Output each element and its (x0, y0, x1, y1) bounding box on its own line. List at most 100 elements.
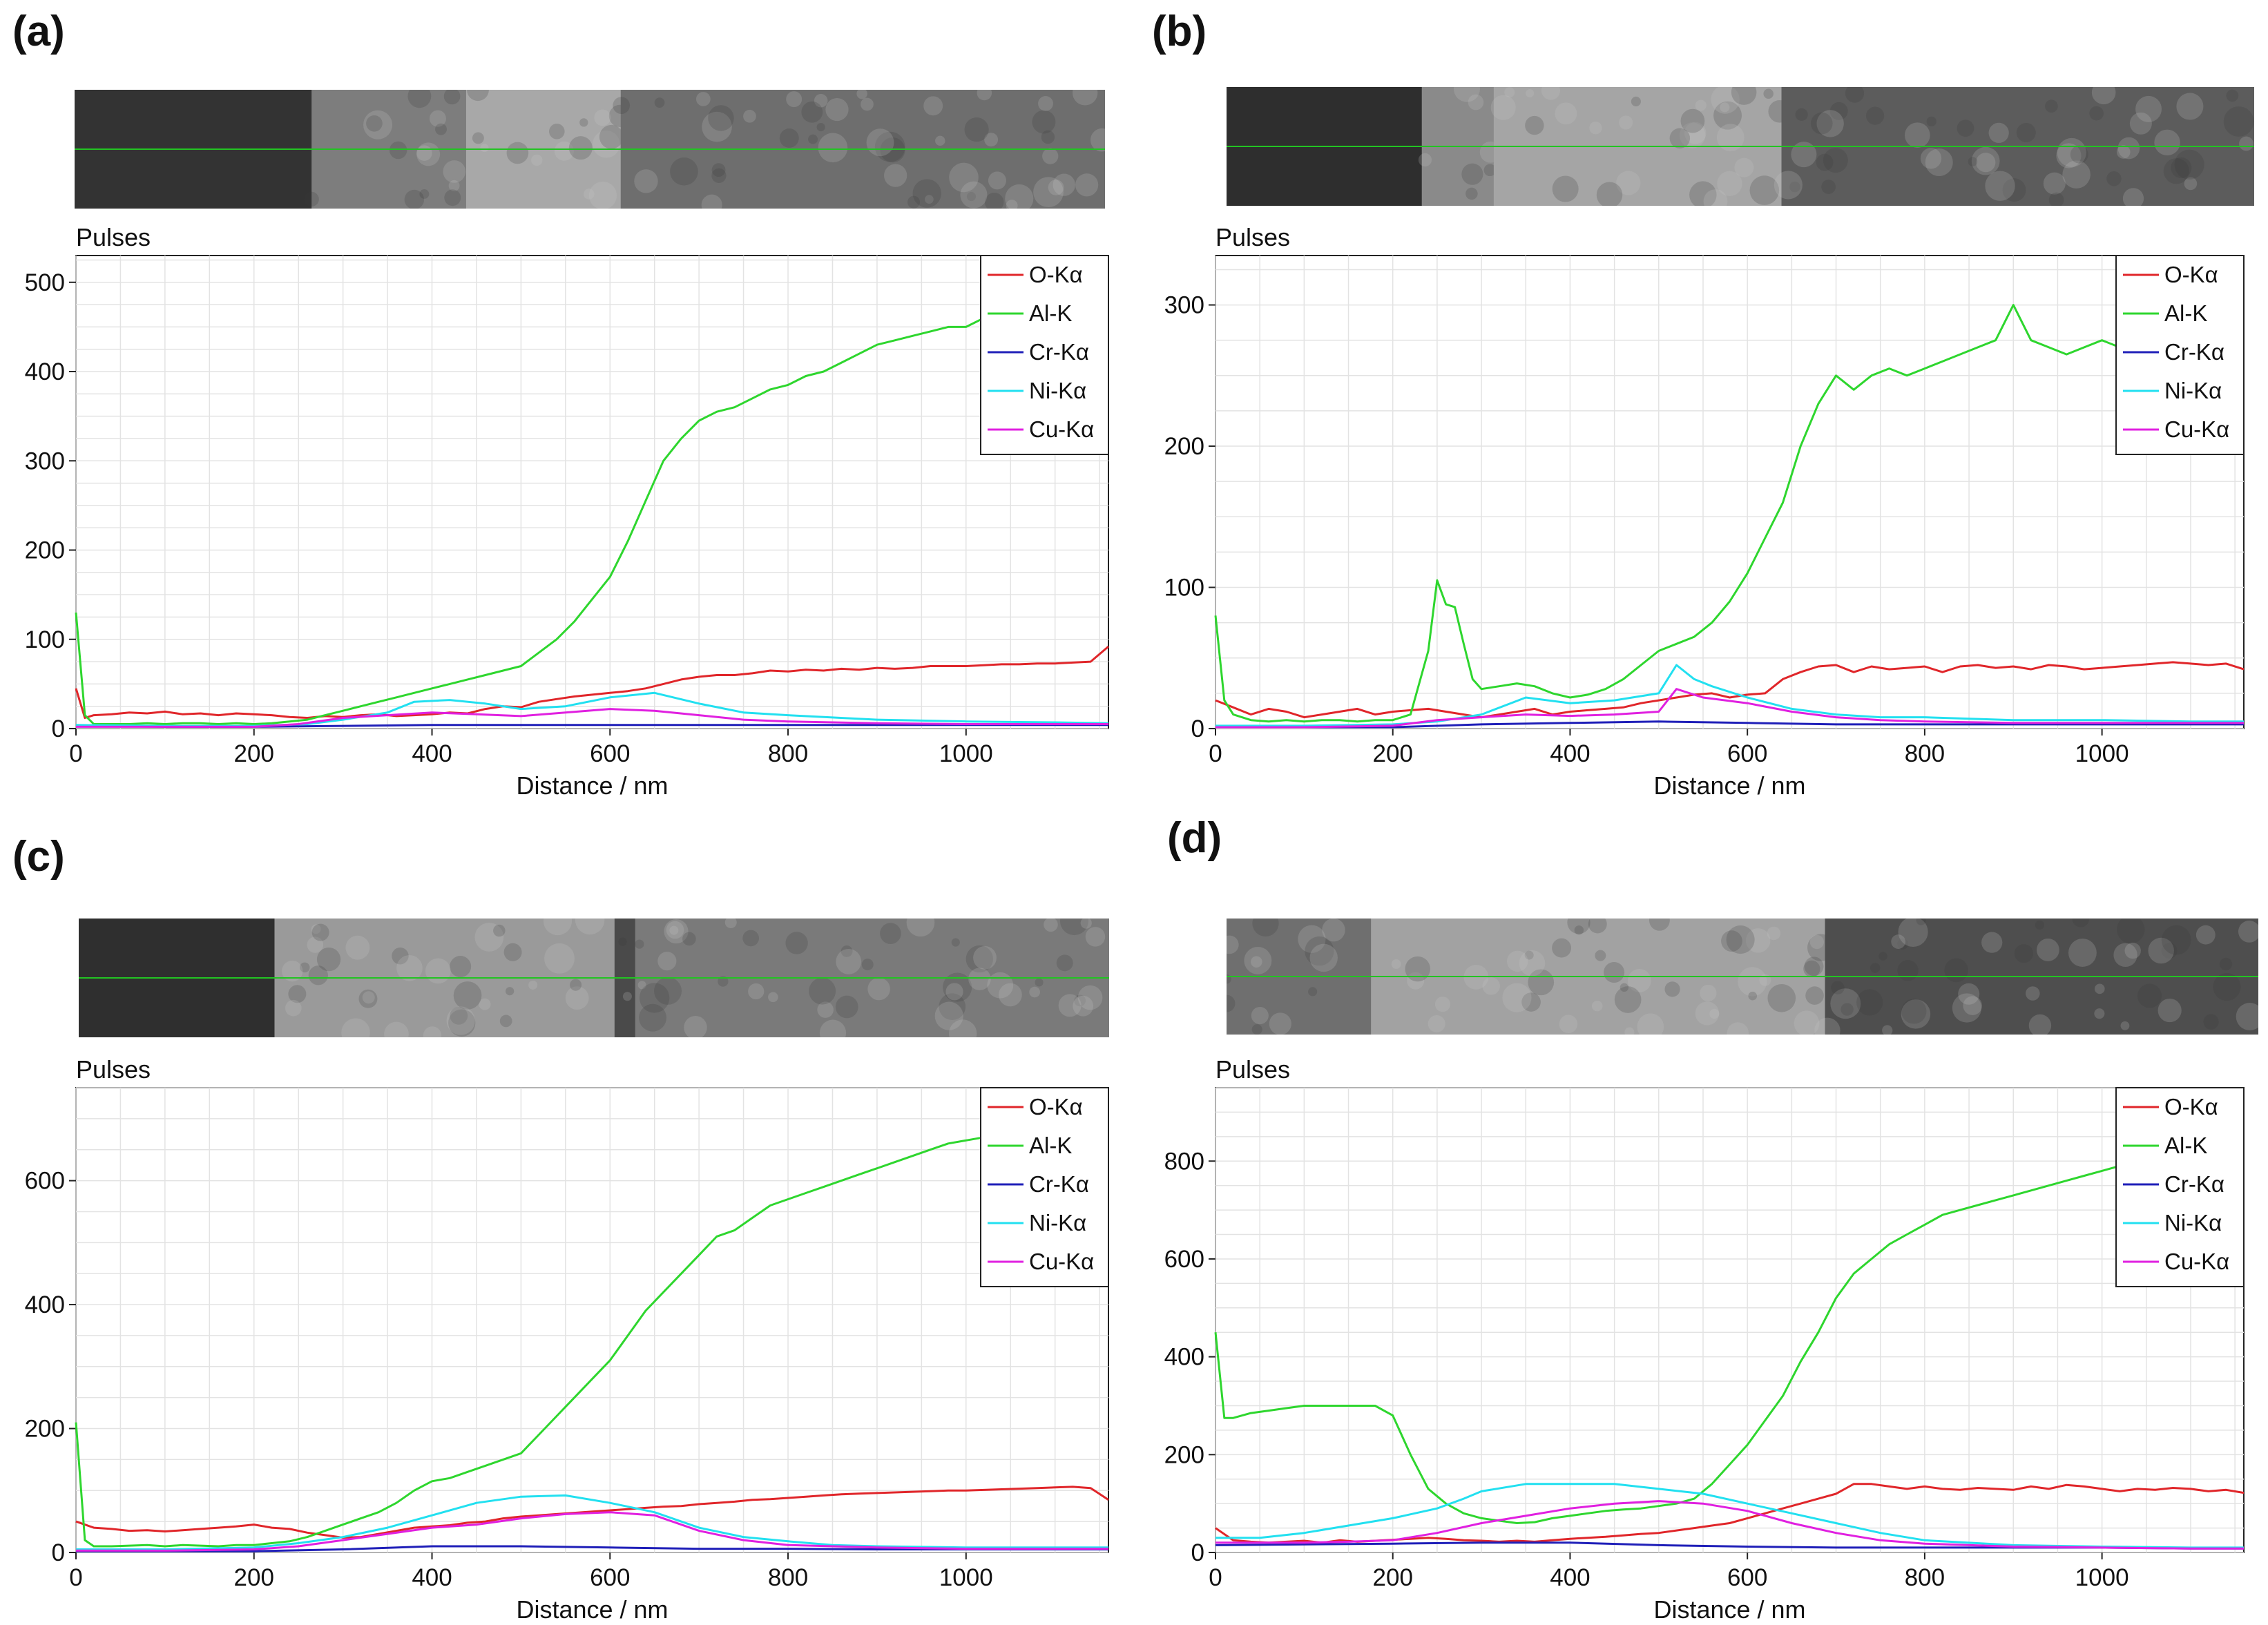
sem-grain (2219, 957, 2233, 971)
sem-micrograph (1227, 919, 2258, 1035)
series-line (75, 645, 1109, 719)
sem-grain (1720, 102, 1730, 113)
x-axis-title: Distance / nm (516, 1595, 668, 1624)
sem-grain (1053, 173, 1075, 196)
sem-grain (618, 937, 627, 946)
sem-grain (1695, 1001, 1720, 1026)
sem-grain (1901, 999, 1927, 1024)
legend-label: Cr-Kα (2164, 339, 2224, 365)
sem-grain (639, 983, 670, 1013)
sem-grain (637, 981, 646, 990)
sem-grain (856, 90, 867, 99)
sem-grain (2089, 106, 2104, 121)
sem-grain (285, 999, 302, 1017)
sem-grain (2117, 919, 2145, 944)
legend-label: Al-K (2164, 1133, 2207, 1158)
series-line (75, 691, 1109, 727)
sem-grain (443, 160, 466, 183)
sem-grain (1920, 148, 1942, 169)
sem-grain (316, 947, 341, 972)
sem-grain (1251, 956, 1262, 968)
sem-grain (2113, 943, 2137, 968)
sem-grain (2028, 1014, 2052, 1035)
sem-grain (1878, 952, 1887, 961)
sem-grain (392, 948, 409, 965)
sem-grain (1461, 163, 1483, 185)
sem-grain (1700, 984, 1717, 1002)
sem-grain (362, 991, 375, 1004)
series-line (76, 708, 1108, 728)
legend-label: Cu-Kα (2164, 1249, 2229, 1274)
x-tick-label: 600 (1727, 740, 1767, 767)
sem-grain (528, 980, 538, 990)
sem-grain (467, 90, 489, 102)
sem-grain (684, 1016, 707, 1037)
sem-grain (2106, 171, 2122, 186)
sem-grain (1968, 157, 1978, 166)
sem-grain (669, 925, 679, 935)
sem-grain (984, 192, 1004, 209)
sem-grain (1738, 967, 1767, 997)
sem-grain (448, 180, 460, 191)
sem-grain (1680, 108, 1705, 133)
sem-grain (1552, 175, 1579, 202)
sem-grain (1637, 1013, 1664, 1035)
sem-grain (718, 976, 729, 987)
legend-label: Cr-Kα (1029, 1171, 1089, 1197)
sem-grain (2091, 87, 2116, 105)
sem-grain (702, 111, 732, 142)
sem-grain (531, 154, 543, 166)
legend-label: O-Kα (1029, 262, 1083, 287)
sem-grain (801, 101, 823, 123)
sem-grain (1528, 969, 1555, 996)
legend-box (980, 1087, 1109, 1287)
sem-grain (448, 1009, 476, 1037)
sem-grain (345, 935, 370, 960)
sem-grain (450, 1006, 468, 1025)
sem-grain (1620, 983, 1628, 992)
sem-grain (1555, 102, 1577, 125)
sem-grain (2163, 158, 2189, 184)
sem-grain (634, 169, 658, 193)
sem-grain (1044, 919, 1058, 932)
sem-grain (506, 987, 515, 996)
sem-grain (2238, 921, 2258, 943)
line-chart: Pulses 0 200 400 600 800 1000 0 100 200 300 400 500 D… (25, 223, 1109, 800)
x-tick-label: 0 (69, 740, 82, 767)
sem-grain (2226, 89, 2239, 102)
sem-micrograph (1227, 87, 2254, 206)
plot-area (1215, 1087, 2245, 1553)
sem-grain (554, 141, 575, 161)
legend-label: Cu-Kα (2164, 416, 2229, 442)
sem-grain (695, 92, 711, 106)
sem-grain (819, 1019, 847, 1037)
plot-area (75, 255, 1109, 729)
sem-grain (1077, 985, 1103, 1010)
sem-grain (1897, 960, 1919, 981)
sem-grain (2174, 149, 2204, 180)
sem-grain (2213, 972, 2241, 1001)
sem-grain (711, 168, 727, 183)
sem-grain (912, 179, 941, 208)
sem-grain (1567, 919, 1591, 934)
y-tick-label: 100 (25, 626, 65, 653)
sem-grain (2116, 145, 2131, 159)
sem-grain (1085, 927, 1106, 947)
y-axis-title: Pulses (76, 223, 151, 251)
sem-grain (2043, 172, 2066, 195)
sem-grain (1434, 997, 1451, 1012)
sem-grain (1074, 994, 1086, 1007)
sem-grain (480, 144, 489, 153)
chart-c: Pulses 0 200 400 600 800 1000 0 200 400 600 Distanc… (0, 1053, 1133, 1625)
x-tick-label: 1000 (2075, 740, 2129, 767)
sem-grain (923, 96, 943, 116)
chart-d: Pulses 0 200 400 600 800 1000 0 200 400 600 800 Dist… (1140, 1053, 2268, 1625)
sem-grain (584, 189, 595, 200)
sem-grain (1816, 110, 1844, 137)
sem-grain (1483, 164, 1497, 177)
sem-grain (1227, 935, 1239, 954)
sem-grain (1763, 88, 1774, 99)
sem-grain (1048, 179, 1064, 195)
sem-grain (1559, 1015, 1578, 1034)
series-line (75, 1485, 1109, 1539)
